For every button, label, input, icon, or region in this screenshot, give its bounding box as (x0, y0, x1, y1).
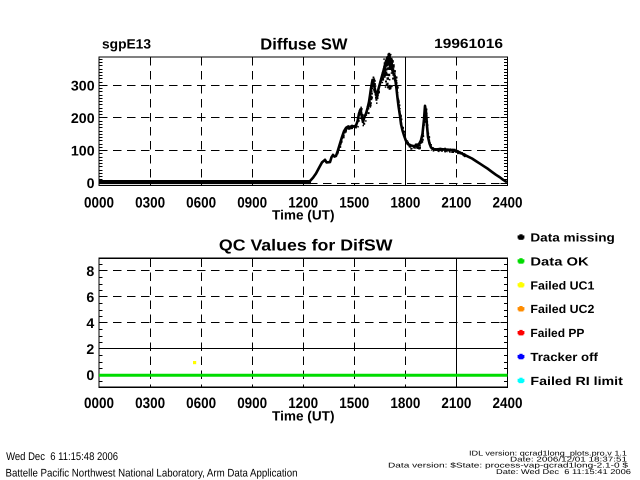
svg-text:QC Values for DifSW: QC Values for DifSW (219, 237, 394, 254)
svg-text:1800: 1800 (390, 395, 420, 412)
svg-text:2100: 2100 (441, 395, 471, 412)
svg-text:2400: 2400 (493, 395, 523, 412)
svg-text:Time (UT): Time (UT) (272, 207, 335, 222)
svg-text:2400: 2400 (493, 194, 523, 211)
svg-text:Battelle Pacific Northwest Nat: Battelle Pacific Northwest National Labo… (6, 468, 298, 480)
svg-text:Date: Wed Dec 6 11:15:41 2006: Date: Wed Dec 6 11:15:41 2006 (496, 468, 631, 476)
svg-text:Time (UT): Time (UT) (272, 408, 335, 423)
svg-text:1200: 1200 (288, 395, 318, 412)
svg-text:Date: 2006/12/01 18:37:51: Date: 2006/12/01 18:37:51 (510, 455, 627, 463)
svg-text:0000: 0000 (84, 194, 114, 211)
svg-text:1200: 1200 (288, 194, 318, 211)
svg-text:100: 100 (71, 142, 95, 158)
svg-text:0300: 0300 (135, 395, 165, 412)
svg-text:Tracker off: Tracker off (530, 350, 598, 364)
svg-text:19961016: 19961016 (434, 36, 503, 51)
svg-text:Data missing: Data missing (530, 231, 614, 245)
svg-text:0900: 0900 (237, 194, 267, 211)
svg-text:Data version: $State: process-: Data version: $State: process-vap-qcrad1… (388, 462, 628, 470)
svg-text:0600: 0600 (186, 395, 216, 412)
svg-text:sgpE13: sgpE13 (102, 36, 151, 51)
svg-text:200: 200 (71, 110, 95, 126)
svg-text:2: 2 (86, 341, 94, 357)
svg-text:0900: 0900 (237, 395, 267, 412)
svg-text:8: 8 (86, 263, 94, 279)
svg-text:Diffuse SW: Diffuse SW (260, 37, 348, 54)
svg-text:Failed RI limit: Failed RI limit (530, 374, 623, 388)
svg-text:1500: 1500 (339, 194, 369, 211)
svg-text:300: 300 (71, 77, 95, 93)
svg-text:1800: 1800 (390, 194, 420, 211)
svg-text:Failed PP: Failed PP (530, 326, 584, 340)
svg-text:0000: 0000 (84, 395, 114, 412)
svg-text:0: 0 (86, 367, 94, 383)
svg-text:4: 4 (86, 315, 94, 331)
svg-text:2100: 2100 (441, 194, 471, 211)
svg-text:0: 0 (87, 175, 95, 191)
svg-text:Data OK: Data OK (530, 254, 589, 268)
svg-text:1500: 1500 (339, 395, 369, 412)
svg-text:0600: 0600 (186, 194, 216, 211)
svg-text:Failed UC1: Failed UC1 (530, 278, 594, 292)
svg-text:6: 6 (86, 289, 94, 305)
svg-text:Wed Dec 6 11:15:48 2006: Wed Dec 6 11:15:48 2006 (6, 451, 118, 463)
svg-text:0300: 0300 (135, 194, 165, 211)
svg-text:IDL version: qcrad1long_plots.: IDL version: qcrad1long_plots.pro,v 1.1 (469, 449, 627, 457)
svg-text:Failed UC2: Failed UC2 (530, 302, 594, 316)
